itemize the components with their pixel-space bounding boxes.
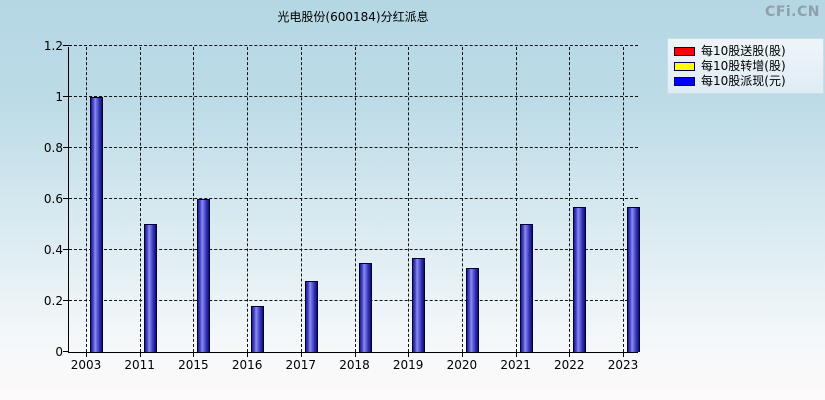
dividend-bar <box>251 306 265 352</box>
x-axis-tick <box>408 353 410 357</box>
plot-area: 0 0.2 0.4 0.6 0.8 1 1.2 2003 2011 2015 2016 2017 201… <box>44 40 640 372</box>
x-axis-tick <box>86 353 87 357</box>
gridline-y <box>69 96 638 97</box>
gridline-x <box>139 47 141 352</box>
x-axis-tick <box>623 353 624 357</box>
x-axis-label: 2016 <box>231 358 263 372</box>
x-axis-label: 2021 <box>500 358 531 372</box>
y-axis-tick <box>63 198 69 199</box>
dividend-bar <box>358 263 372 352</box>
dividend-bar <box>627 207 640 352</box>
x-axis-tick <box>515 353 517 357</box>
y-axis-label: 0.4 <box>43 243 63 257</box>
legend-row: 每10股派现(元) <box>674 74 817 89</box>
y-axis-label: 1.2 <box>43 39 63 53</box>
legend-row: 每10股送股(股) <box>674 44 817 59</box>
x-axis-tick <box>139 353 141 357</box>
legend-row: 每10股转增(股) <box>674 59 817 74</box>
gridline-x <box>86 47 87 352</box>
y-axis-label: 1 <box>55 90 63 104</box>
x-axis-tick <box>300 353 302 357</box>
x-axis-label: 2015 <box>178 358 209 372</box>
legend-swatch <box>674 77 695 86</box>
y-axis-tick <box>63 351 69 352</box>
gridline-x <box>408 47 410 352</box>
x-axis-label: 2022 <box>554 358 585 372</box>
legend-label: 每10股派现(元) <box>701 74 786 88</box>
legend-swatch <box>674 47 695 56</box>
y-axis-tick <box>63 300 69 301</box>
gridline-x <box>515 47 517 352</box>
legend-swatch <box>674 62 695 71</box>
y-axis-tick <box>63 249 69 250</box>
x-axis-tick <box>193 353 195 357</box>
legend-label: 每10股转增(股) <box>701 59 786 73</box>
gridline-x <box>193 47 195 352</box>
gridline-y <box>69 249 638 250</box>
y-axis-tick <box>63 45 69 46</box>
x-axis-tick <box>354 353 356 357</box>
gridline-y <box>69 198 638 199</box>
legend-box: 每10股送股(股) 每10股转增(股) 每10股派现(元) <box>667 38 824 94</box>
y-axis-tick <box>63 96 69 97</box>
x-axis-label: 2020 <box>446 358 478 372</box>
gridline-x <box>461 47 463 352</box>
x-axis-label: 2023 <box>607 358 639 372</box>
x-axis-label: 2019 <box>392 358 424 372</box>
x-axis-label: 2011 <box>124 358 155 372</box>
y-axis-label: 0.8 <box>43 141 63 155</box>
y-axis-tick <box>63 147 69 148</box>
gridline-x <box>354 47 356 352</box>
gridline-y <box>69 300 638 301</box>
dividend-bar <box>519 224 533 352</box>
dividend-bar <box>304 281 318 352</box>
gridline-y <box>69 147 638 148</box>
gridline-x <box>623 47 624 352</box>
y-axis-label: 0 <box>55 345 63 359</box>
x-axis-label: 2017 <box>285 358 317 372</box>
dividend-bar <box>143 224 157 352</box>
gridline-x <box>569 47 571 352</box>
x-axis-label: 2003 <box>70 358 102 372</box>
legend-label: 每10股送股(股) <box>701 44 786 58</box>
y-axis-label: 0.2 <box>43 294 63 308</box>
cfi-watermark: CFi.CN <box>765 4 820 20</box>
gridline-x <box>247 47 249 352</box>
x-axis-tick <box>461 353 463 357</box>
y-axis-label: 0.6 <box>43 192 63 206</box>
gridline-y <box>69 45 638 46</box>
x-axis-tick <box>247 353 249 357</box>
dividend-bar <box>573 207 587 352</box>
gridline-x <box>300 47 302 352</box>
dividend-bar <box>412 258 426 352</box>
dividend-bar <box>465 268 479 352</box>
x-axis-label: 2018 <box>339 358 370 372</box>
dividend-bar <box>197 199 211 352</box>
dividend-bar <box>90 97 103 352</box>
x-axis-tick <box>569 353 571 357</box>
chart-title: 光电股份(600184)分红派息 <box>277 10 429 24</box>
